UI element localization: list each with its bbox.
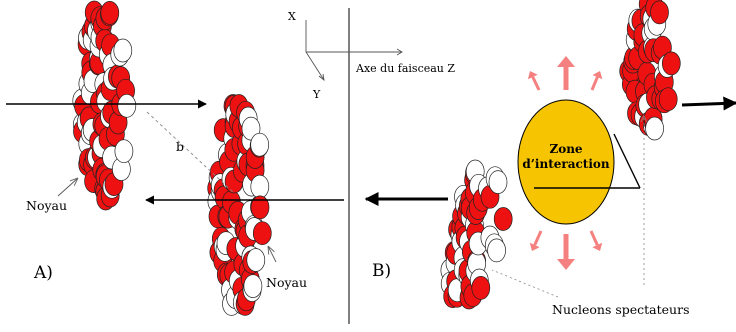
particle-arrow-head bbox=[592, 71, 603, 80]
nucleon bbox=[650, 0, 669, 25]
spectator-nucleus-bottom bbox=[440, 159, 513, 310]
particle-arrow-shaft bbox=[533, 230, 543, 246]
nucleon bbox=[661, 51, 681, 76]
particle-arrow-shaft bbox=[531, 76, 541, 91]
nucleon bbox=[117, 93, 137, 118]
nucleus-label-pointer-2 bbox=[268, 246, 277, 263]
particle-arrow-shaft bbox=[590, 76, 599, 91]
interaction-zone bbox=[517, 99, 615, 225]
nucleon bbox=[471, 276, 491, 300]
particle-arrow-head bbox=[592, 242, 603, 251]
spectator-arrow-right bbox=[681, 96, 736, 111]
axis-z-label: Axe du faisceau Z bbox=[355, 62, 455, 75]
nucleus-a-right bbox=[207, 94, 272, 316]
nucleon bbox=[114, 139, 134, 164]
nucleus-label-1: Noyau bbox=[26, 198, 67, 213]
particle-arrow-shaft bbox=[589, 230, 599, 246]
particle-arrow-head bbox=[557, 56, 575, 67]
spectator-pointer-bottom bbox=[491, 269, 559, 298]
emitted-particles bbox=[527, 56, 603, 270]
coordinate-axes: X Y Axe du faisceau Z bbox=[288, 10, 455, 101]
nucleus-label-pointer-1 bbox=[57, 178, 78, 197]
nucleus-a-left bbox=[72, 0, 137, 211]
panel-a-label: A) bbox=[33, 263, 53, 283]
nucleon bbox=[488, 170, 508, 194]
axis-x-label: X bbox=[288, 10, 296, 23]
particle-arrow-head bbox=[527, 71, 538, 80]
nucleon bbox=[252, 221, 272, 246]
nucleus-label-2: Noyau bbox=[266, 275, 307, 290]
nucleon bbox=[243, 274, 263, 298]
spectator-nucleus-top bbox=[619, 0, 681, 141]
panel-b-label: B) bbox=[372, 261, 391, 281]
nucleon bbox=[250, 132, 270, 157]
zone-label-line2: d’interaction bbox=[522, 157, 610, 171]
nucleon bbox=[487, 238, 506, 263]
impact-parameter-line bbox=[146, 111, 236, 195]
nucleon bbox=[250, 195, 270, 220]
axis-y-label: Y bbox=[312, 88, 321, 101]
nucleon bbox=[645, 116, 664, 141]
particle-arrow-head bbox=[529, 242, 540, 251]
impact-parameter-label: b bbox=[176, 139, 184, 154]
nucleon bbox=[493, 207, 513, 231]
reaction-plane-diagonal bbox=[613, 133, 641, 189]
zone-label-line1: Zone bbox=[549, 142, 582, 156]
nucleon bbox=[113, 38, 133, 63]
nucleon bbox=[250, 174, 270, 199]
spectators-label: Nucleons spectateurs bbox=[552, 302, 690, 317]
nucleon bbox=[658, 87, 678, 112]
nucleon bbox=[100, 1, 120, 25]
nucleon bbox=[246, 248, 266, 272]
particle-arrow-head bbox=[557, 259, 575, 270]
